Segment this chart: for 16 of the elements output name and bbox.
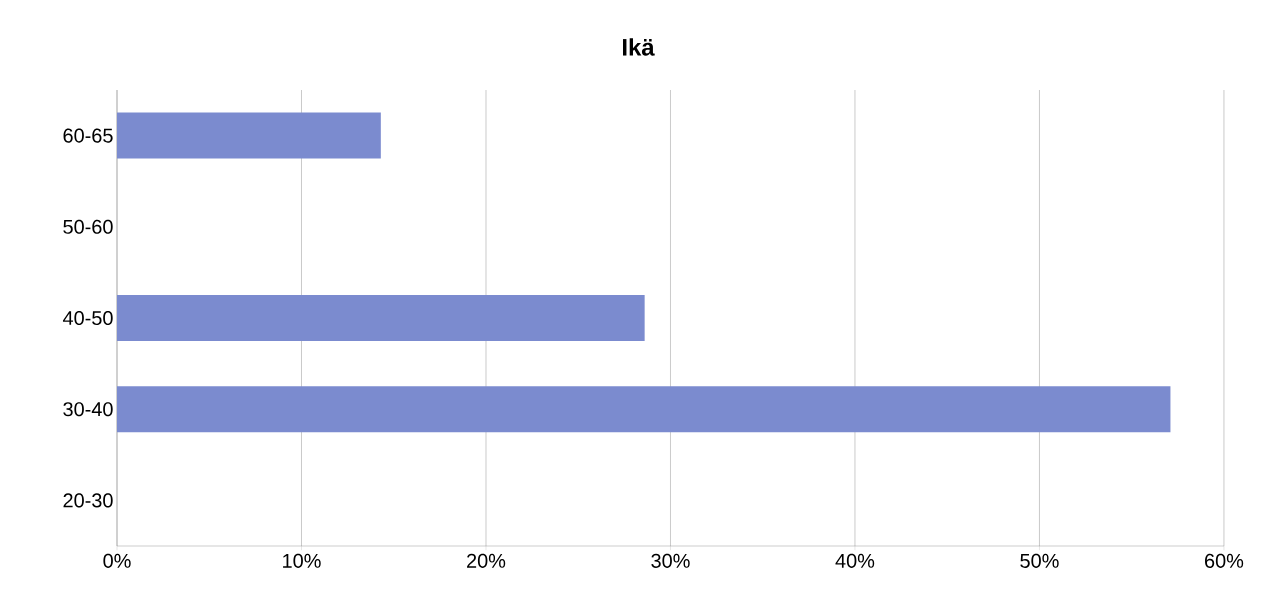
x-tick-label: 40% (835, 553, 875, 568)
y-tick-label: 50-60 (63, 219, 113, 234)
chart-title: Ikä (622, 38, 655, 56)
x-tick-label: 50% (1020, 553, 1059, 568)
x-tick-label: 30% (651, 553, 690, 568)
y-tick-label: 40-50 (62, 310, 113, 326)
bar (117, 112, 381, 159)
y-tick-label: 30-40 (63, 402, 113, 417)
bar (117, 295, 645, 342)
bar (117, 386, 1171, 433)
y-tick-label: 60-65 (63, 128, 113, 143)
x-tick-label: 10% (283, 553, 321, 568)
x-tick-label: 20% (467, 553, 506, 568)
x-tick-label: 0% (103, 553, 131, 568)
x-tick-label: 60% (1205, 553, 1244, 568)
y-tick-label: 20-30 (63, 493, 113, 508)
